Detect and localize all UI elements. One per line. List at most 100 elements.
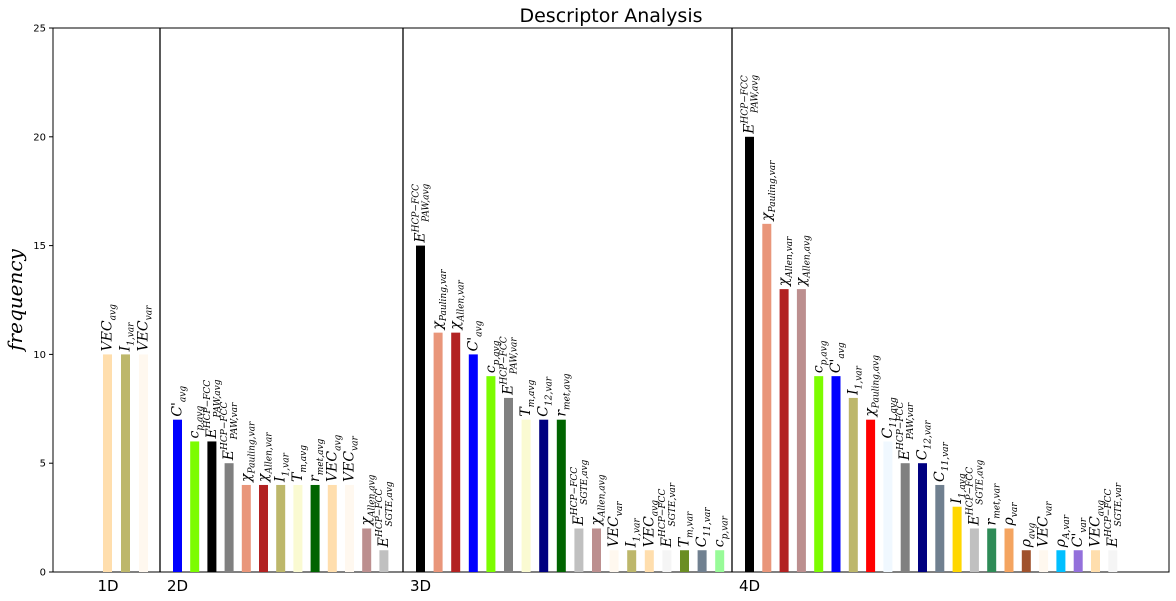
bar bbox=[310, 484, 320, 572]
bar-label: EHCP−FCCPAW,var bbox=[220, 402, 240, 462]
bar-label: EHCP−FCCSGTE,var bbox=[1104, 482, 1124, 548]
y-tick-label: 25 bbox=[33, 24, 46, 35]
y-axis-label: frequency bbox=[3, 248, 27, 352]
bar bbox=[293, 484, 303, 572]
bar bbox=[697, 550, 707, 572]
y-tick-label: 20 bbox=[33, 132, 46, 143]
bar-label: C'avg bbox=[465, 320, 484, 351]
bar-label: Tm,var bbox=[677, 511, 696, 547]
bar bbox=[345, 484, 354, 572]
bar-label: cp,var bbox=[712, 515, 731, 547]
group-label: 2D bbox=[167, 577, 188, 595]
bar bbox=[539, 419, 549, 572]
bar bbox=[433, 332, 443, 572]
group-label: 4D bbox=[739, 577, 760, 595]
bar bbox=[935, 484, 945, 572]
bar-label: χAllen,avg bbox=[359, 474, 378, 526]
bar-label: EHCP−FCCPAW,var bbox=[896, 402, 916, 462]
bar bbox=[362, 528, 372, 572]
bar bbox=[987, 528, 997, 572]
bar bbox=[103, 354, 112, 572]
bar bbox=[680, 550, 689, 572]
bar bbox=[574, 528, 584, 572]
y-tick-label: 10 bbox=[33, 350, 46, 361]
bar-label: VECavg bbox=[100, 304, 119, 351]
bar-label: EHCP−FCCPAW,avg bbox=[741, 75, 761, 135]
bar bbox=[224, 463, 234, 572]
bar-label: χAllen,avg bbox=[793, 235, 812, 287]
bar-label: χPauling,avg bbox=[863, 355, 882, 418]
bar-label: EHCP−FCCPAW,var bbox=[500, 336, 520, 396]
bar-label: VECavg bbox=[1088, 500, 1107, 547]
bar bbox=[139, 354, 148, 572]
bar-label: VECvar bbox=[1036, 501, 1055, 547]
y-tick-label: 5 bbox=[40, 459, 46, 470]
bar-label: VECavg bbox=[641, 500, 660, 547]
bar bbox=[662, 550, 672, 572]
bar bbox=[276, 484, 286, 572]
bar-label: EHCP−FCCPAW,avg bbox=[412, 183, 432, 243]
bar-label: C11,avg bbox=[880, 397, 899, 438]
bar-label: VECavg bbox=[324, 434, 343, 481]
bar-label: VECvar bbox=[342, 435, 361, 481]
bar bbox=[1021, 550, 1031, 572]
bar-label: rmet,avg bbox=[553, 373, 572, 416]
bar bbox=[241, 484, 251, 572]
bar-label: EHCP−FCCSGTE,avg bbox=[570, 459, 590, 526]
bar-label: rmet,avg bbox=[307, 438, 326, 481]
bar bbox=[745, 136, 754, 573]
bar bbox=[627, 550, 637, 572]
bar bbox=[762, 223, 772, 572]
bar bbox=[609, 550, 619, 572]
bar bbox=[190, 441, 200, 572]
bar bbox=[779, 289, 789, 572]
bar-label: I1,avg bbox=[949, 473, 968, 505]
bar-label: ρavg bbox=[1018, 523, 1037, 549]
bar bbox=[1091, 550, 1100, 572]
bar bbox=[504, 397, 513, 572]
bar-label: EHCP−FCCSGTE,avg bbox=[965, 459, 985, 526]
bar bbox=[814, 376, 824, 572]
bar bbox=[1056, 550, 1066, 572]
bar-label: χPauling,var bbox=[238, 421, 257, 483]
bar bbox=[831, 376, 841, 572]
bar-label: C11,var bbox=[694, 507, 713, 547]
bar-label: C12,var bbox=[915, 420, 934, 460]
bar bbox=[416, 245, 425, 572]
bar-label: EHCP−FCCSGTE,var bbox=[658, 482, 678, 548]
bar-label: I1,var bbox=[624, 518, 643, 549]
bar bbox=[1039, 550, 1049, 572]
bar bbox=[969, 528, 979, 572]
bar bbox=[796, 289, 806, 572]
bar-label: I1,var bbox=[118, 322, 137, 353]
bar bbox=[521, 419, 531, 572]
bar bbox=[556, 419, 566, 572]
bar bbox=[883, 441, 893, 572]
bar bbox=[866, 419, 876, 572]
bar bbox=[379, 550, 389, 572]
bar bbox=[848, 397, 858, 572]
bar-label: cp,avg bbox=[187, 406, 206, 439]
bar-label: I1,var bbox=[273, 452, 292, 483]
bar-label: EHCP−FCCSGTE,avg bbox=[375, 481, 395, 548]
bar-label: cp,avg bbox=[811, 340, 830, 373]
bar bbox=[121, 354, 130, 572]
bar bbox=[1073, 550, 1083, 572]
bar-label: C'avg bbox=[170, 386, 189, 417]
bar bbox=[592, 528, 601, 572]
y-tick-label: 0 bbox=[40, 568, 46, 579]
y-tick-label: 15 bbox=[33, 241, 46, 252]
bar bbox=[644, 550, 654, 572]
bar bbox=[952, 506, 962, 572]
bar-label: χAllen,var bbox=[256, 432, 275, 483]
chart-title: Descriptor Analysis bbox=[519, 5, 702, 27]
bar bbox=[900, 463, 910, 572]
bar-label: VECvar bbox=[136, 305, 155, 351]
bar-label: Tm,avg bbox=[518, 379, 537, 416]
bar-label: C'avg bbox=[828, 342, 847, 373]
group-label: 1D bbox=[97, 577, 118, 595]
bar-label: cp,avg bbox=[483, 340, 502, 373]
